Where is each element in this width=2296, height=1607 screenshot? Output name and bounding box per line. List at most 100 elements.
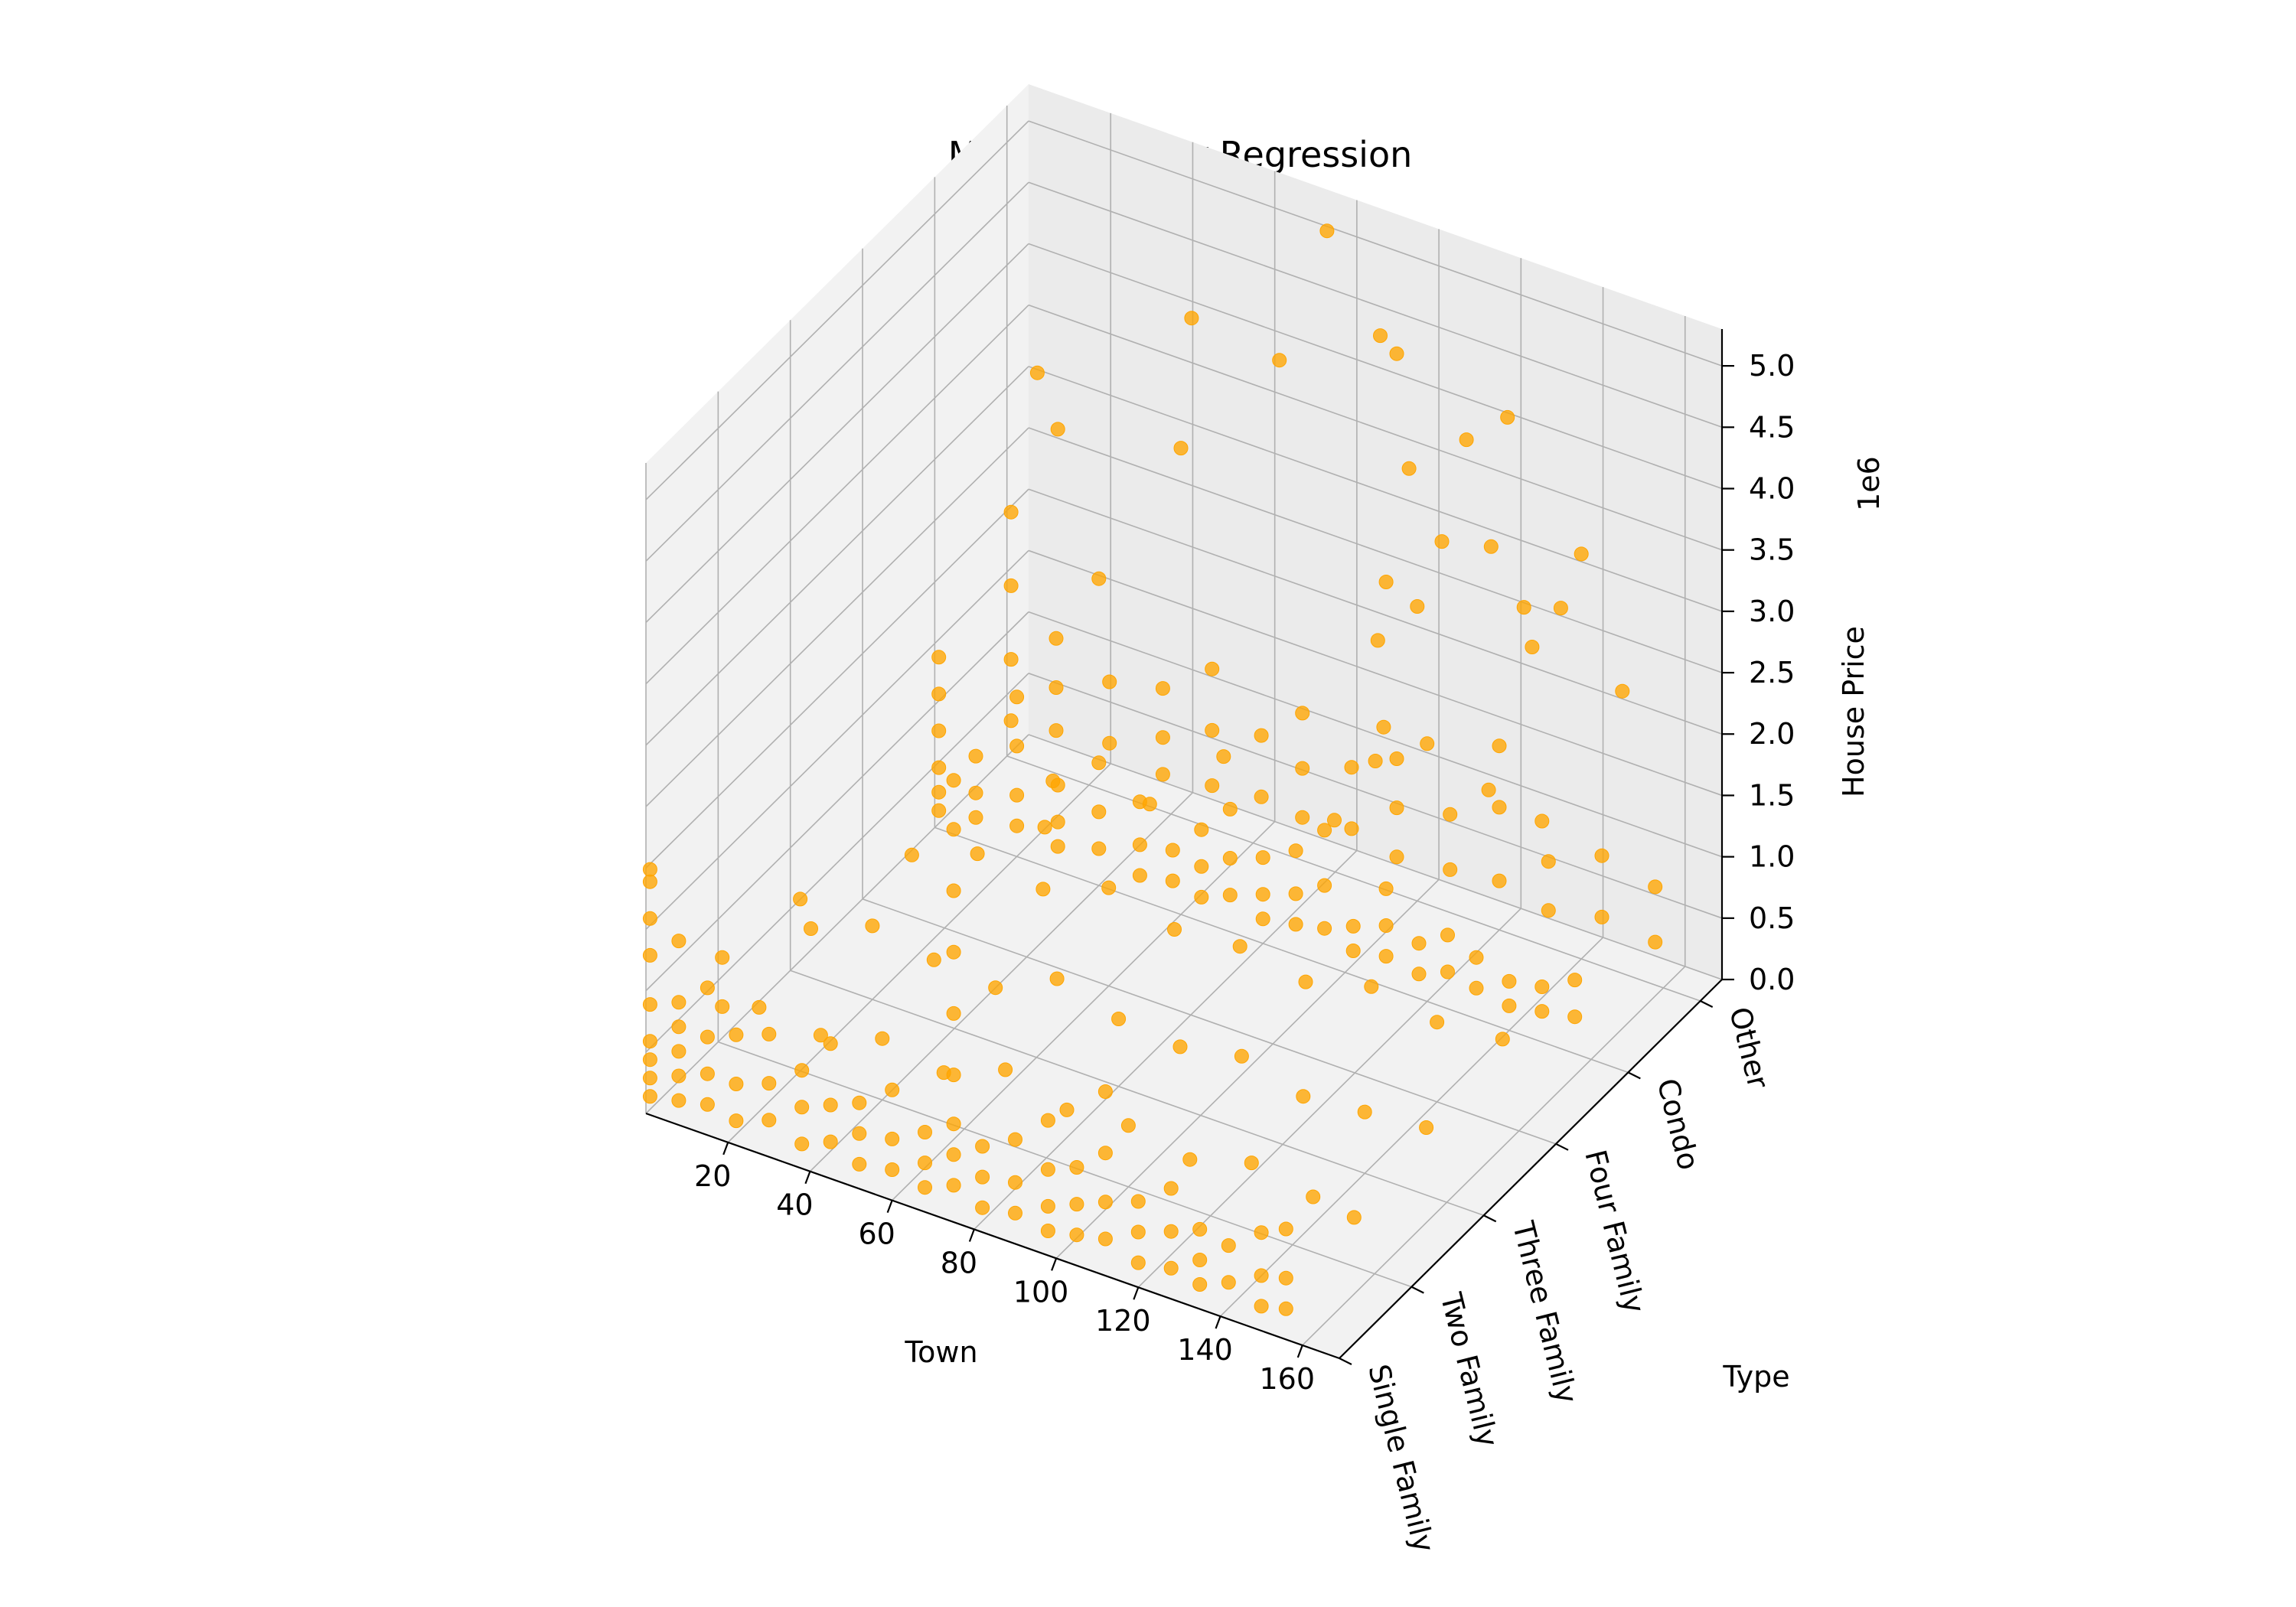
data-point xyxy=(1255,850,1270,865)
data-point xyxy=(1376,719,1391,735)
data-point xyxy=(1091,755,1107,771)
grid-line-z-back xyxy=(1028,427,1723,673)
data-point xyxy=(885,1162,900,1177)
back-wall-pane xyxy=(1029,84,1722,980)
data-point xyxy=(946,1116,961,1132)
data-point xyxy=(642,1071,657,1086)
data-point xyxy=(1295,761,1310,776)
data-point xyxy=(1378,881,1394,896)
y-tick-mark xyxy=(1555,1143,1569,1151)
data-point xyxy=(1534,980,1550,994)
z-offset-label: 1e6 xyxy=(1852,456,1886,511)
x-tick-mark xyxy=(1051,1257,1058,1271)
data-point xyxy=(1132,837,1147,852)
x-tick-label: 40 xyxy=(776,1188,813,1222)
grid-line-z-left xyxy=(645,305,1029,685)
data-point xyxy=(1288,843,1303,859)
data-point xyxy=(1244,1156,1259,1171)
x-tick-mark xyxy=(968,1229,975,1242)
data-point xyxy=(1003,713,1019,729)
data-point xyxy=(946,1068,961,1083)
data-point xyxy=(1345,944,1361,958)
y-tick-label: Single Family xyxy=(1362,1361,1440,1556)
grid-line-y-floor xyxy=(1006,755,1701,1002)
data-point xyxy=(1254,728,1269,743)
data-point xyxy=(762,1026,777,1041)
data-point xyxy=(642,862,657,877)
x-tick-mark xyxy=(1133,1286,1140,1300)
data-points xyxy=(642,223,1663,1316)
data-point xyxy=(1298,974,1313,989)
data-point xyxy=(1278,1270,1293,1286)
data-point xyxy=(1155,767,1170,782)
data-point xyxy=(1120,1118,1136,1133)
axis-panes xyxy=(646,84,1722,1358)
data-point xyxy=(1050,814,1065,830)
data-point xyxy=(1182,1152,1198,1167)
data-point xyxy=(1234,1048,1249,1064)
data-point xyxy=(852,1156,867,1172)
data-point xyxy=(1648,879,1663,895)
data-point xyxy=(642,911,657,926)
grid-line-y-floor xyxy=(934,826,1629,1074)
y-tick-mark xyxy=(1483,1214,1497,1223)
data-point xyxy=(1364,979,1379,994)
data-point xyxy=(1370,633,1385,648)
data-point xyxy=(926,952,941,967)
z-tick-label: 0.5 xyxy=(1749,901,1795,935)
x-tick-label: 160 xyxy=(1259,1362,1315,1396)
data-point xyxy=(1102,735,1117,751)
data-point xyxy=(729,1077,744,1091)
data-point xyxy=(1111,1012,1127,1026)
grid-line-z-left xyxy=(645,181,1029,562)
data-point xyxy=(794,1136,810,1152)
data-point xyxy=(1492,873,1507,888)
grid-line-z-back xyxy=(1028,366,1723,612)
data-point xyxy=(1040,1198,1055,1214)
z-tick-label: 2.5 xyxy=(1749,656,1795,689)
data-point xyxy=(1492,800,1507,815)
data-point xyxy=(852,1095,867,1110)
data-point xyxy=(918,1125,932,1139)
data-point xyxy=(823,1036,838,1051)
data-point xyxy=(1346,1210,1362,1225)
grid-line-x-floor xyxy=(1219,937,1604,1317)
data-point xyxy=(1254,789,1269,804)
data-point xyxy=(1295,810,1310,825)
data-point xyxy=(671,1068,687,1084)
data-point xyxy=(946,1147,961,1162)
y-tick-mark xyxy=(1411,1286,1424,1294)
data-point xyxy=(1009,738,1025,754)
data-point xyxy=(1172,1039,1188,1054)
x-tick-label: 140 xyxy=(1177,1333,1233,1367)
data-point xyxy=(1163,1181,1179,1196)
data-point xyxy=(1357,1104,1372,1120)
grid-line-z-back xyxy=(1028,734,1723,980)
data-point xyxy=(1069,1160,1084,1175)
data-point xyxy=(1574,546,1589,562)
x-tick-mark xyxy=(1296,1345,1303,1358)
data-point xyxy=(1069,1227,1084,1243)
data-point xyxy=(1419,1120,1434,1135)
data-point xyxy=(1049,971,1065,986)
grid-line-z-left xyxy=(645,366,1029,746)
data-point xyxy=(700,1029,715,1045)
data-point xyxy=(1192,1277,1208,1292)
x-tick-mark xyxy=(886,1200,893,1213)
data-point xyxy=(1222,888,1238,903)
data-point xyxy=(1500,409,1515,425)
data-point xyxy=(1222,851,1238,865)
data-point xyxy=(1173,441,1189,456)
data-point xyxy=(998,1062,1013,1077)
data-point xyxy=(1567,1009,1583,1025)
data-point xyxy=(1040,1162,1055,1177)
data-point xyxy=(1097,1146,1113,1161)
data-point xyxy=(1035,882,1051,897)
data-point xyxy=(1440,964,1455,980)
data-point xyxy=(642,874,657,889)
x-tick-label: 120 xyxy=(1095,1304,1151,1338)
data-point xyxy=(1430,1015,1445,1030)
data-point xyxy=(968,810,983,825)
data-point xyxy=(968,748,983,764)
data-point xyxy=(1003,652,1019,667)
